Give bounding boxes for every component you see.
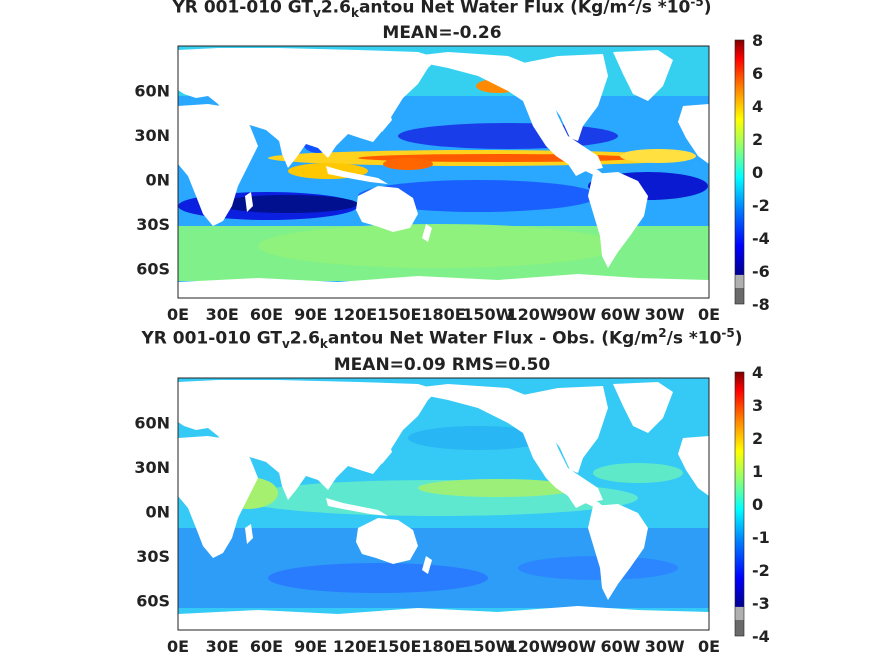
lon-tick-label: 0E — [167, 637, 189, 656]
colorbar-tick-label: -1 — [752, 528, 770, 547]
lon-tick-label: 30E — [206, 305, 239, 324]
panel2-lat-ticks: 60N 30N 0N 30S 60S — [134, 413, 170, 610]
lon-tick-label: 90E — [294, 305, 327, 324]
lat-tick-label: 60S — [136, 259, 170, 278]
lon-tick-label: 120E — [333, 305, 377, 324]
colorbar-tick-label: 3 — [752, 396, 763, 415]
panel1-map — [177, 45, 710, 299]
lon-tick-label: 120W — [506, 305, 557, 324]
lon-tick-label: 60E — [250, 637, 283, 656]
panel2-colorbar-ticks: 4 3 2 1 0 -1 -2 -3 -4 — [752, 363, 770, 646]
panel1-lat-ticks: 60N 30N 0N 30S 60S — [134, 81, 170, 278]
lon-tick-label: 60E — [250, 305, 283, 324]
lon-tick-label: 150E — [377, 305, 421, 324]
lon-tick-label: 180E — [421, 305, 465, 324]
lon-tick-label: 30W — [645, 637, 685, 656]
lat-tick-label: 30N — [134, 126, 170, 145]
lon-tick-label: 90W — [556, 305, 596, 324]
lon-tick-label: 0E — [698, 637, 720, 656]
lat-tick-label: 30S — [136, 547, 170, 566]
colorbar-tick-label: -2 — [752, 196, 770, 215]
lon-tick-label: 30W — [645, 305, 685, 324]
colorbar-tick-label: -2 — [752, 561, 770, 580]
lon-tick-label: 150E — [377, 637, 421, 656]
lon-tick-label: 120W — [506, 637, 557, 656]
colorbar-tick-label: -3 — [752, 594, 770, 613]
lon-tick-label: 150W — [462, 305, 513, 324]
colorbar-tick-label: 2 — [752, 429, 763, 448]
lon-tick-label: 0E — [167, 305, 189, 324]
lon-tick-label: 0E — [698, 305, 720, 324]
lat-tick-label: 30N — [134, 458, 170, 477]
lat-tick-label: 60N — [134, 413, 170, 432]
panel2-stats: MEAN=0.09 RMS=0.50 — [333, 355, 551, 375]
panel2-title: YR 001-010 GTv2.6kantou Net Water Flux -… — [141, 326, 743, 352]
colorbar-tick-label: 2 — [752, 130, 763, 149]
lon-tick-label: 150W — [462, 637, 513, 656]
lat-tick-label: 60N — [134, 81, 170, 100]
colorbar-tick-label: 1 — [752, 462, 763, 481]
lon-tick-label: 30E — [206, 637, 239, 656]
lon-tick-label: 90W — [556, 637, 596, 656]
lat-tick-label: 60S — [136, 591, 170, 610]
lon-tick-label: 180E — [421, 637, 465, 656]
colorbar-tick-label: 0 — [752, 495, 763, 514]
colorbar-tick-label: 8 — [752, 31, 763, 50]
panel1-title: YR 001-010 GTv2.6kantou Net Water Flux (… — [172, 0, 712, 21]
lon-tick-label: 90E — [294, 637, 327, 656]
colorbar-tick-label: 6 — [752, 64, 763, 83]
colorbar-tick-label: 4 — [752, 97, 763, 116]
lon-tick-label: 120E — [333, 637, 377, 656]
lat-tick-label: 0N — [145, 502, 170, 521]
lon-tick-label: 60W — [601, 305, 641, 324]
lon-tick-label: 60W — [601, 637, 641, 656]
panel1-colorbar-ticks: 8 6 4 2 0 -2 -4 -6 -8 — [752, 31, 770, 314]
panel1-mean: MEAN=-0.26 — [382, 23, 502, 43]
colorbar-tick-label: -8 — [752, 295, 770, 314]
panel1-colorbar — [734, 39, 745, 305]
colorbar-tick-label: 4 — [752, 363, 763, 382]
panel2-map — [177, 377, 710, 631]
colorbar-tick-label: -4 — [752, 229, 770, 248]
colorbar-tick-label: 0 — [752, 163, 763, 182]
lat-tick-label: 0N — [145, 170, 170, 189]
colorbar-tick-label: -6 — [752, 262, 770, 281]
colorbar-tick-label: -4 — [752, 627, 770, 646]
lat-tick-label: 30S — [136, 215, 170, 234]
panel2-colorbar — [734, 371, 745, 637]
